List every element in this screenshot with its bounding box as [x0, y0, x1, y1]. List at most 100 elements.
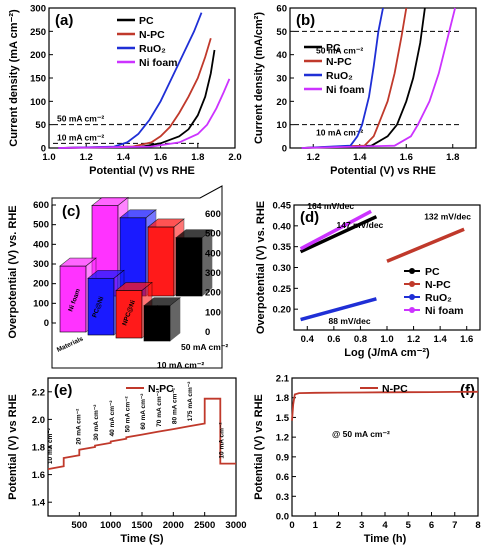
y-tick-label: 100 — [30, 97, 46, 108]
y-tick-label: 30 — [276, 74, 287, 85]
panel-label: (d) — [300, 209, 319, 226]
x-tick-label: 4 — [382, 520, 388, 531]
legend-entry: PC — [139, 15, 154, 27]
y-tick-label: 0 — [44, 318, 49, 329]
x-tick-label: 2.0 — [228, 152, 241, 163]
bar-50ma-3-side — [201, 229, 213, 297]
x-tick-label: 1000 — [100, 520, 121, 531]
y-tick-label: 0.3 — [276, 492, 289, 503]
legend-marker — [409, 307, 415, 313]
x-tick-label: 0.4 — [301, 334, 315, 345]
slope-label: 164 mV/dec — [307, 201, 354, 211]
panel-label: (a) — [55, 12, 73, 29]
panel-a: 1.0 1.2 1.4 1.6 1.8 2.0 0 50 100 150 200 250 300 Pote… — [8, 4, 242, 178]
x-tick-label: 1.6 — [460, 334, 473, 345]
x-tick-label: 1.4 — [434, 334, 448, 345]
slope-label: 88 mV/dec — [329, 316, 371, 326]
fit-line-ruo2 — [300, 297, 377, 322]
y-tick-label: 0 — [41, 144, 46, 155]
panel-label: (f) — [460, 382, 475, 399]
y-tick-label: 0.6 — [276, 472, 289, 483]
x-tick-label: 3 — [359, 520, 364, 531]
y-tick-label: 40 — [276, 50, 287, 61]
legend-entry: N-PC — [139, 29, 165, 41]
legend-entry: Ni foam — [425, 305, 464, 317]
y-tick-label: 1.5 — [276, 413, 290, 424]
y-tick-label: 250 — [30, 27, 46, 38]
x-tick-label: 1 — [313, 520, 319, 531]
x-tick-label: 1.4 — [117, 152, 131, 163]
x-axis-label: Potential (V) vs RHE — [89, 165, 195, 177]
fit-line-ni-foam — [299, 209, 372, 251]
x-tick-label: 3000 — [225, 520, 246, 531]
legend-entry: N-PC — [382, 383, 408, 395]
x-tick-label: 1.8 — [191, 152, 204, 163]
bar-50ma-3 — [175, 237, 203, 297]
y-tick-label: 1.4 — [32, 498, 46, 509]
y-tick-label: 600 — [33, 200, 49, 211]
x-tick-label: 2000 — [163, 520, 184, 531]
right-axis-label: 0 — [205, 327, 210, 338]
y-tick-label: 2.2 — [32, 387, 45, 398]
y-tick-label: 0.40 — [273, 221, 292, 232]
y-tick-label: 50 — [276, 27, 287, 38]
x-tick-label: 1.6 — [400, 152, 413, 163]
legend-entry: RuO₂ — [326, 70, 353, 82]
right-axis-label: 400 — [205, 248, 221, 259]
slope-label: 132 mV/dec — [424, 212, 471, 222]
y-tick-label: 2.1 — [276, 374, 290, 385]
legend-marker — [409, 281, 415, 287]
x-axis-label: Log (J/mA cm⁻²) — [344, 347, 430, 359]
reference-line-label: 10 mA cm⁻² — [316, 128, 363, 138]
y-tick-label: 300 — [33, 259, 49, 270]
bar-10ma-2 — [115, 290, 143, 339]
y-tick-label: 50 — [35, 120, 46, 131]
panel-e: 500 1000 1500 2000 2500 3000 1.4 1.6 1.8 2.0 2.2 Ti… — [7, 377, 247, 545]
x-axis-label: Time (h) — [364, 533, 407, 545]
step-label: 60 mA cm⁻² — [140, 393, 147, 430]
series-line-pc — [301, 7, 426, 149]
y-tick-label: 1.6 — [32, 470, 45, 481]
legend-entry: PC — [425, 266, 440, 278]
y-axis-label: Current density (mA/cm²) — [253, 12, 265, 144]
series-line-n-pc — [58, 38, 212, 149]
reference-line-label: 50 mA cm⁻² — [57, 114, 104, 124]
series-line-pc — [58, 49, 216, 149]
x-tick-label: 1.0 — [380, 334, 393, 345]
legend-entry: PC — [326, 42, 341, 54]
step-label: 175 mA cm⁻² — [187, 381, 194, 422]
right-axis-label: 300 — [205, 268, 221, 279]
step-label: 40 mA cm⁻² — [109, 400, 116, 437]
y-axis-label: Potential (V) vs RHE — [7, 394, 19, 500]
series-line-n-pc — [47, 397, 236, 470]
y-axis-label: Overpotential (V) vs. RHE — [255, 201, 267, 334]
y-tick-label: 200 — [33, 279, 49, 290]
legend-entry: Ni foam — [139, 57, 178, 69]
x-tick-label: 0.6 — [327, 334, 340, 345]
x-tick-label: 8 — [475, 520, 480, 531]
x-tick-label: 1.2 — [407, 334, 420, 345]
step-label: 10 mA cm⁻² — [47, 427, 54, 464]
x-tick-label: 0.8 — [354, 334, 367, 345]
y-tick-label: 0.35 — [273, 242, 292, 253]
condition-label: @ 50 mA cm⁻² — [332, 429, 390, 439]
legend-entry: RuO₂ — [139, 43, 166, 55]
panel-label: (c) — [62, 203, 80, 220]
x-tick-label: 1.0 — [42, 152, 55, 163]
step-label: 50 mA cm⁻² — [124, 395, 131, 432]
y-axis-label: Potential (V) vs RHE — [253, 394, 265, 500]
y-tick-label: 1.2 — [276, 433, 289, 444]
y-tick-label: 0.20 — [273, 305, 292, 316]
x-tick-label: 1.2 — [80, 152, 93, 163]
legend-marker — [409, 268, 415, 274]
y-tick-label: 2.0 — [32, 415, 45, 426]
y-tick-label: 1.8 — [32, 443, 45, 454]
slope-label: 147 mV/dec — [337, 220, 384, 230]
y-tick-label: 100 — [33, 298, 49, 309]
right-axis-label: 600 — [205, 209, 221, 220]
panel-c: 0 0 100 100 200 200 300 300 400 400 500 500 600 600 Ov… — [7, 185, 228, 370]
legend-entry: N-PC — [148, 383, 174, 395]
y-tick-label: 0.9 — [276, 452, 289, 463]
panel-b: 1.2 1.4 1.6 1.8 0 10 20 30 40 50 60 Potential (V) v… — [253, 4, 477, 177]
